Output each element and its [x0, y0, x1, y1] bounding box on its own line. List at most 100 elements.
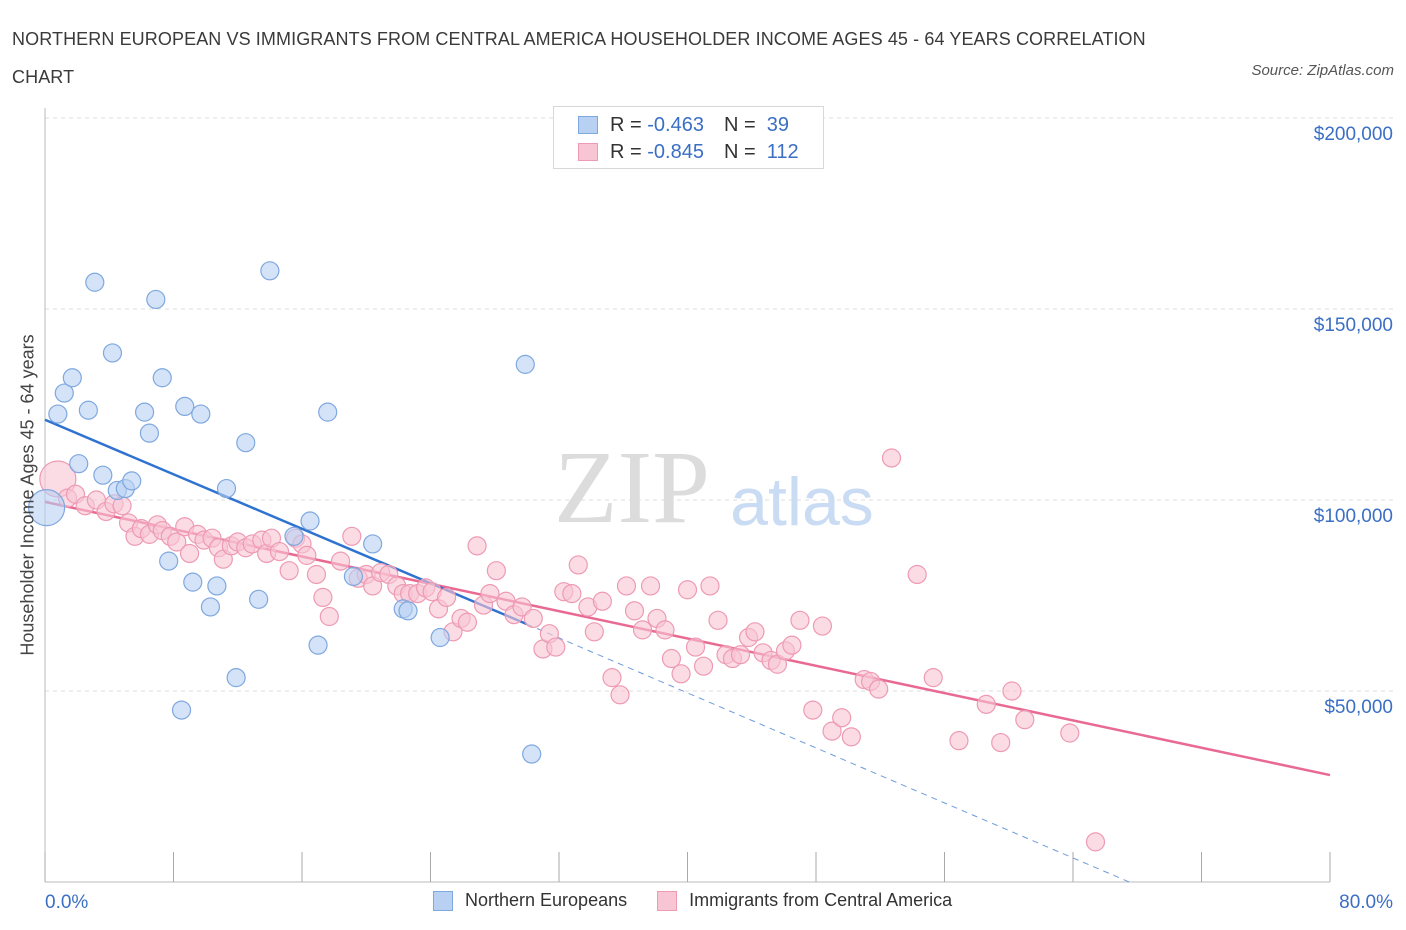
data-point: [102, 343, 123, 363]
legend-item-northern-europeans[interactable]: Northern Europeans: [433, 890, 627, 911]
series-northern-europeans: [28, 261, 542, 764]
data-point: [54, 383, 74, 403]
data-point: [923, 668, 943, 688]
data-point: [685, 637, 706, 657]
x-tick-label-start: 0.0%: [45, 892, 88, 913]
data-point: [568, 555, 588, 575]
stats-row-northern-europeans: R = -0.463 N = 39: [578, 113, 789, 137]
data-point: [342, 526, 362, 546]
data-point: [522, 744, 542, 764]
data-point: [602, 668, 622, 688]
n-label: N =: [723, 113, 756, 136]
data-point: [881, 448, 902, 468]
data-point: [171, 700, 192, 720]
swatch-pink: [578, 143, 598, 161]
data-point: [546, 637, 566, 657]
data-point: [398, 601, 418, 621]
data-point: [812, 616, 833, 636]
data-point: [236, 433, 256, 453]
data-point: [1060, 723, 1080, 743]
data-point: [907, 564, 927, 585]
y-tick-label: $100,000: [1314, 506, 1393, 527]
data-point: [745, 622, 765, 642]
data-point: [436, 587, 457, 608]
r-label: R =: [610, 140, 642, 163]
data-point: [677, 580, 698, 600]
data-point: [562, 583, 582, 604]
legend-swatch-blue: [433, 890, 453, 911]
data-point: [822, 721, 842, 741]
data-point: [318, 402, 338, 422]
data-point: [167, 532, 187, 552]
stats-row-central-america: R = -0.845 N = 112: [578, 140, 799, 164]
data-point: [486, 561, 506, 581]
data-point: [69, 454, 89, 474]
data-point: [139, 423, 160, 443]
data-point: [624, 601, 645, 621]
x-tick-labels: 0.0% 80.0%: [45, 892, 1393, 913]
data-point: [991, 732, 1011, 753]
watermark-atlas: atlas: [730, 464, 874, 540]
y-axis-label: Householder Income Ages 45 - 64 years: [17, 334, 38, 656]
data-point: [467, 536, 487, 556]
data-point: [430, 627, 450, 648]
data-point: [832, 708, 852, 728]
legend-label: Immigrants from Central America: [689, 890, 953, 910]
legend-item-central-america[interactable]: Immigrants from Central America: [657, 890, 952, 911]
data-point: [592, 591, 612, 611]
x-tick-label-end: 80.0%: [1339, 892, 1393, 913]
data-point: [976, 694, 996, 714]
data-point: [269, 541, 290, 562]
data-point: [93, 465, 113, 485]
y-tick-label: $150,000: [1314, 315, 1393, 336]
data-point: [200, 597, 221, 617]
n-label: N =: [723, 140, 756, 163]
data-point: [313, 587, 333, 608]
data-point: [48, 404, 68, 424]
data-point: [306, 564, 327, 585]
data-point: [1085, 832, 1106, 852]
data-point: [300, 511, 320, 531]
r-value: -0.463: [647, 113, 704, 136]
n-value: 39: [766, 113, 790, 136]
data-point: [1002, 681, 1022, 701]
data-point: [78, 400, 98, 420]
stats-legend: R = -0.463 N = 39 R = -0.845 N = 112: [553, 106, 824, 169]
chart-title: NORTHERN EUROPEAN VS IMMIGRANTS FROM CEN…: [12, 29, 1146, 87]
data-point: [584, 622, 604, 642]
trend-line-blue-extrapolated: [526, 623, 1130, 883]
data-point: [297, 545, 317, 565]
data-point: [207, 576, 227, 596]
data-point: [191, 404, 211, 424]
data-point: [632, 620, 653, 640]
data-point: [700, 576, 720, 596]
data-point: [1015, 710, 1035, 730]
data-point: [146, 289, 166, 310]
data-point: [122, 471, 142, 491]
y-tick-labels: $50,000 $100,000 $150,000 $200,000: [1314, 124, 1393, 718]
data-point: [869, 679, 889, 699]
data-point: [226, 668, 246, 688]
data-point: [708, 610, 728, 630]
data-point: [183, 572, 203, 592]
data-point: [85, 272, 105, 292]
data-point: [319, 606, 339, 627]
n-value: 112: [766, 140, 799, 163]
data-point: [216, 478, 237, 499]
data-point: [330, 551, 351, 571]
grid-lines: [45, 117, 1395, 692]
data-point: [671, 664, 691, 684]
watermark: ZIP atlas: [554, 430, 874, 545]
swatch-blue: [578, 116, 598, 134]
y-tick-label: $50,000: [1324, 697, 1393, 718]
data-point: [512, 597, 532, 617]
series-legend: Northern Europeans Immigrants from Centr…: [433, 890, 982, 911]
data-point: [730, 645, 751, 665]
data-point: [949, 731, 969, 751]
legend-label: Northern Europeans: [465, 890, 628, 910]
data-point: [782, 635, 802, 655]
data-point: [457, 612, 478, 632]
data-point: [523, 608, 543, 629]
data-point: [640, 576, 661, 596]
